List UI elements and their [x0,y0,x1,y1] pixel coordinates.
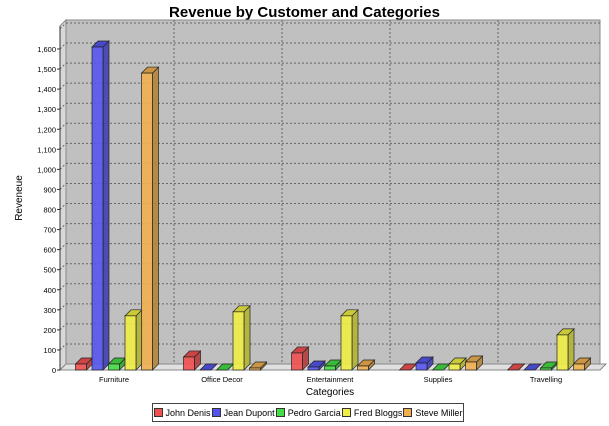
gridline [59,122,67,130]
y-tick-label: 700 [43,226,56,235]
bar-side [102,40,110,371]
bar [75,363,87,371]
x-tick-label: Travelling [530,375,562,384]
gridline [59,263,67,271]
bar [540,367,552,371]
bar-side [152,66,159,371]
gridline [59,102,67,110]
bar-side [135,308,143,371]
y-axis-label: Reveneue [14,175,25,221]
y-tick-label: 1,600 [37,45,56,54]
x-tick-label: Entertainment [307,375,355,384]
y-tick-label: 0 [52,366,56,375]
x-axis-label: Categories [306,387,354,398]
legend-item: Fred Bloggs [341,407,403,418]
bar-side [567,328,575,371]
x-tick-label: Office Decor [201,375,243,384]
bar [324,365,336,371]
y-tick-label: 400 [43,286,56,295]
legend-label: Jean Dupont [223,407,275,418]
bar [556,334,569,371]
legend-swatch [403,408,413,417]
legend-swatch [211,408,221,417]
x-tick-label: Supplies [424,375,453,384]
gridline [59,183,67,190]
gridline [59,223,67,230]
bar [183,356,195,371]
y-tick-label: 200 [43,326,56,335]
gridline [59,203,67,210]
legend: John Denis Jean Dupont Pedro Garcia Fred Bl… [152,403,464,422]
bar [232,311,245,371]
bar-top [199,363,218,371]
bar [340,315,353,371]
y-tick-label: 1,000 [37,165,56,174]
gridline [59,142,67,150]
bar [448,363,461,371]
gridline [59,243,67,250]
bar [573,363,585,371]
bar [141,72,153,371]
legend-item: Steve Miller [403,408,462,418]
gridline [59,303,67,311]
y-tick-label: 500 [43,266,56,275]
bar [415,362,428,371]
bar [249,367,261,371]
gridline [59,343,67,351]
legend-swatch [153,408,163,417]
y-tick-label: 800 [43,206,56,215]
gridline [59,22,67,30]
y-tick-label: 600 [43,246,56,255]
y-tick-label: 1,500 [37,65,56,74]
legend-swatch [341,408,351,417]
bar [108,363,120,371]
gridline [59,163,67,170]
left-wall [59,18,67,372]
legend-swatch [275,408,285,417]
gridline [59,323,67,331]
legend-item: John Denis [153,407,211,418]
legend-item: Pedro Garcia [275,407,341,418]
bar [124,315,137,371]
y-tick-label: 100 [43,346,56,355]
legend-label: John Denis [165,407,211,418]
gridline [59,62,67,70]
bar [291,352,303,371]
y-tick-label: 900 [43,185,56,194]
bar [307,366,320,371]
gridline [59,82,67,90]
gridline [59,283,67,291]
legend-label: Steve Miller [415,407,463,418]
bar-top [523,363,542,371]
y-tick-label: 300 [43,306,56,315]
x-tick-label: Furniture [99,375,129,384]
y-tick-label: 1,200 [37,125,56,134]
bar-side [351,308,359,371]
chart-title: Revenue by Customer and Categories [169,4,440,21]
legend-item: Jean Dupont [211,407,275,418]
legend-label: Pedro Garcia [287,407,341,418]
bar [91,46,104,371]
bar-top [506,363,526,371]
gridline [59,42,67,50]
y-tick-label: 1,400 [37,85,56,94]
y-tick-label: 1,100 [37,145,56,154]
bar-side [243,304,251,371]
legend-label: Fred Bloggs [353,407,403,418]
y-tick-label: 1,300 [37,105,56,114]
bar [465,361,477,371]
bar [357,365,369,371]
